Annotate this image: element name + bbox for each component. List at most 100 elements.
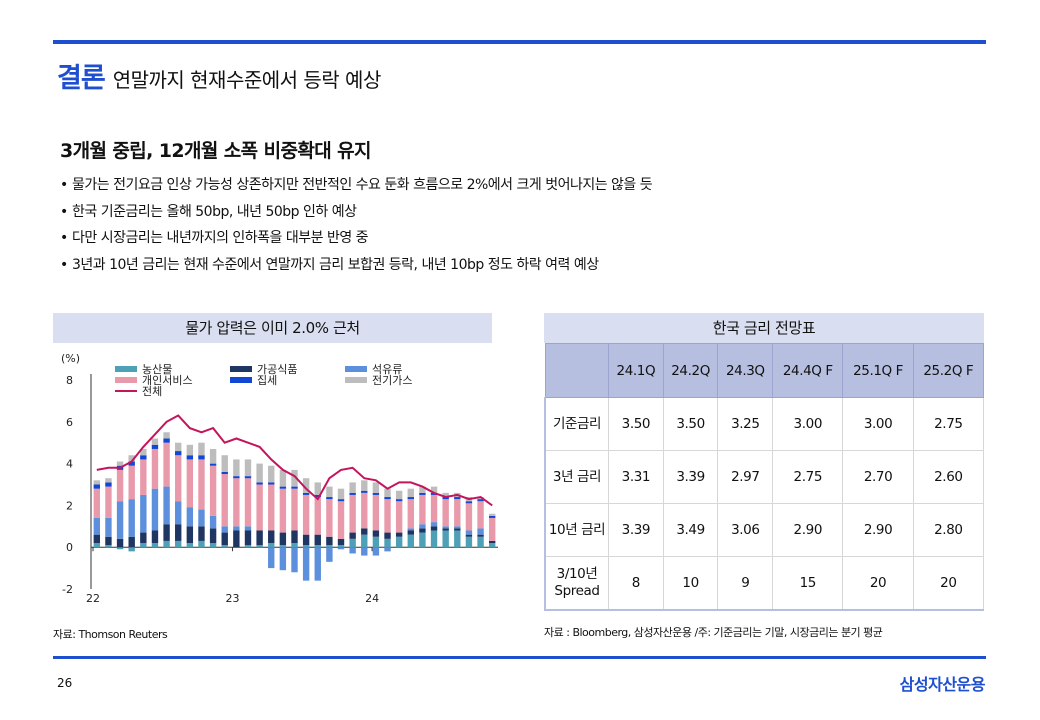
table-cell: 2.75	[772, 450, 844, 504]
table-row: 10년 금리 3.39 3.49 3.06 2.90 2.90 2.80	[544, 503, 985, 557]
bar-rent	[209, 463, 217, 466]
y-axis-unit: (%)	[61, 352, 80, 365]
bar-oil	[151, 488, 159, 531]
bar-processed	[151, 530, 159, 544]
bullet-item: • 다만 시장금리는 내년까지의 인하폭을 대부분 반영 중	[60, 230, 369, 246]
bar-processed	[163, 524, 170, 541]
bar-utility	[116, 461, 124, 466]
bar-oil	[244, 526, 252, 531]
bar-oil	[198, 509, 205, 527]
bar-rent	[128, 461, 135, 466]
bar-processed	[279, 532, 287, 546]
bar-agri	[407, 534, 414, 548]
bar-utility	[326, 486, 333, 498]
legend-label: 개인서비스	[142, 374, 193, 387]
bar-utility	[93, 480, 101, 485]
bar-agri	[314, 545, 321, 548]
bar-oil	[326, 547, 333, 562]
bottom-rule	[53, 656, 986, 659]
bar-services	[244, 478, 252, 527]
bar-utility	[430, 486, 438, 493]
bar-utility	[163, 432, 170, 439]
bar-services	[372, 494, 380, 531]
row-label: 10년 금리	[544, 503, 609, 557]
bullet-item: • 물가는 전기요금 인상 가능성 상존하지만 전반적인 수요 둔화 흐름으로 2…	[60, 177, 653, 193]
bar-agri	[221, 545, 228, 548]
table-cell: 2.80	[912, 503, 985, 557]
bar-oil	[407, 528, 414, 531]
y-tick-label: 0	[66, 541, 73, 554]
legend-label: 집세	[257, 374, 277, 387]
bar-oil	[465, 530, 473, 535]
bar-services	[279, 488, 287, 533]
table-cell: 2.90	[842, 503, 914, 557]
bar-oil	[175, 501, 182, 525]
bar-oil	[140, 494, 147, 533]
total-line	[96, 414, 493, 507]
bar-services	[151, 448, 159, 489]
bar-oil	[105, 517, 112, 537]
bar-agri	[151, 543, 159, 548]
bar-rent	[384, 497, 391, 500]
table-cell: 3.50	[608, 397, 664, 451]
bar-processed	[407, 530, 414, 535]
bar-services	[186, 459, 194, 508]
bar-services	[488, 517, 496, 541]
table-cell: 9	[717, 556, 774, 611]
bar-processed	[349, 532, 356, 539]
table-cell: 3.50	[662, 397, 719, 451]
bar-rent	[198, 455, 205, 460]
bar-oil	[384, 547, 391, 552]
bar-processed	[221, 532, 228, 546]
bar-processed	[326, 536, 333, 546]
bar-services	[326, 499, 333, 537]
table-cell: 2.75	[912, 397, 985, 451]
bar-utility	[128, 455, 135, 462]
bar-services	[175, 455, 182, 502]
bar-agri	[268, 543, 275, 548]
bar-utility	[105, 478, 112, 483]
bullet-item: • 한국 기준금리는 올해 50bp, 내년 50bp 인하 예상	[60, 203, 357, 220]
bar-agri	[175, 540, 182, 548]
bar-agri	[349, 538, 356, 548]
row-label: 기준금리	[544, 397, 609, 451]
bar-utility	[419, 486, 426, 493]
bar-rent	[93, 484, 101, 489]
bar-oil	[314, 547, 321, 581]
bar-agri	[454, 530, 461, 548]
bar-processed	[337, 538, 345, 546]
table-row: 3년 금리 3.31 3.39 2.97 2.75 2.70 2.60	[544, 450, 985, 504]
bar-oil	[128, 499, 135, 537]
bar-services	[128, 465, 135, 500]
bar-services	[395, 501, 403, 533]
title-text: 연말까지 현재수준에서 등락 예상	[112, 68, 382, 92]
bar-services	[454, 499, 461, 527]
table-cell: 2.60	[912, 450, 985, 504]
bar-rent	[291, 486, 298, 489]
table-cell: 3.00	[772, 397, 844, 451]
bar-rent	[477, 499, 484, 502]
bar-processed	[116, 538, 124, 548]
table-cell: 8	[608, 556, 664, 611]
bar-utility	[395, 490, 403, 500]
table-cell: 2.70	[842, 450, 914, 504]
bar-utility	[151, 438, 159, 445]
bar-utility	[198, 442, 205, 456]
bar-rent	[175, 451, 182, 456]
bar-utility	[221, 455, 228, 472]
bar-processed	[209, 528, 217, 544]
bar-agri	[128, 547, 135, 552]
bar-utility	[244, 459, 252, 477]
table-cell: 15	[772, 556, 844, 611]
table-cell: 2.90	[772, 503, 844, 557]
bar-processed	[105, 536, 112, 546]
bar-agri	[337, 545, 345, 548]
bar-rent	[314, 494, 321, 498]
bar-utility	[175, 442, 182, 452]
bar-services	[337, 501, 345, 539]
bar-oil	[442, 526, 449, 529]
bar-services	[140, 459, 147, 495]
bar-oil	[419, 524, 426, 529]
table-row: 3/10년 Spread 8 10 9 15 20 20	[544, 556, 985, 611]
